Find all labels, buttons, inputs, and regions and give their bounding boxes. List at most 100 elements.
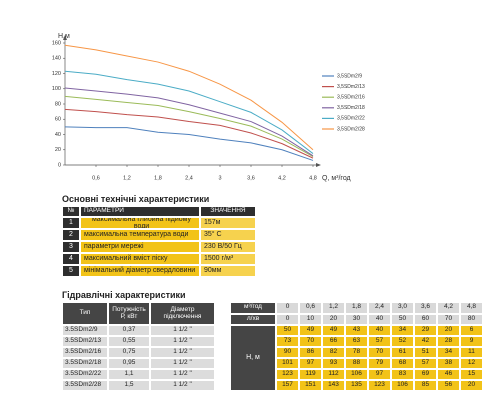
hydraulic-cell: 3.5SDm2/9 <box>62 325 108 336</box>
flow-value: 4,2 <box>437 302 460 314</box>
series-line <box>64 70 314 154</box>
hydraulic-cell: 1 1/2 " <box>150 325 215 336</box>
head-value: 123 <box>368 380 391 391</box>
head-value: 63 <box>345 336 368 347</box>
flow-value: 60 <box>414 313 437 325</box>
head-value: 88 <box>345 358 368 369</box>
head-value: 85 <box>414 380 437 391</box>
head-value: 73 <box>276 336 299 347</box>
head-value: 29 <box>414 325 437 336</box>
series-line <box>64 95 314 158</box>
hydraulic-header: Діаметр підключення <box>150 302 215 325</box>
head-value: 101 <box>276 358 299 369</box>
hydraulic-cell: 1 1/2 " <box>150 369 215 380</box>
head-value: 20 <box>437 325 460 336</box>
head-value: 42 <box>414 336 437 347</box>
x-tick-label: 4,8 <box>309 175 317 181</box>
head-value: 38 <box>437 358 460 369</box>
head-value: 70 <box>299 336 322 347</box>
legend-label: 3,5SDm2/28 <box>337 126 365 132</box>
head-value: 15 <box>460 369 483 380</box>
head-value: 28 <box>437 336 460 347</box>
head-value: 57 <box>368 336 391 347</box>
specs-header: ПАРАМЕТРИ <box>80 206 200 217</box>
flow-value: 0,6 <box>299 302 322 314</box>
y-tick-label: 100 <box>52 86 61 92</box>
hydraulic-cell: 1,5 <box>108 380 150 391</box>
flow-value: 50 <box>391 313 414 325</box>
flow-value: 30 <box>345 313 368 325</box>
head-value: 43 <box>345 325 368 336</box>
head-value: 52 <box>391 336 414 347</box>
specs-cell: 90мм <box>200 265 256 277</box>
head-value: 157 <box>276 380 299 391</box>
head-value: 49 <box>322 325 345 336</box>
flow-value: 70 <box>437 313 460 325</box>
head-value: 79 <box>368 358 391 369</box>
series-line <box>64 44 314 151</box>
specs-cell: 5 <box>62 265 80 277</box>
x-tick-label: 1,2 <box>123 175 131 181</box>
hydraulic-cell: 0,37 <box>108 325 150 336</box>
head-value: 69 <box>414 369 437 380</box>
legend-label: 3,5SDm2/9 <box>337 73 362 79</box>
legend-label: 3,5SDm2/18 <box>337 105 365 111</box>
head-value: 40 <box>368 325 391 336</box>
head-value: 46 <box>437 369 460 380</box>
head-value: 50 <box>276 325 299 336</box>
head-value: 6 <box>460 325 483 336</box>
head-value: 112 <box>322 369 345 380</box>
y-tick-label: 20 <box>55 147 61 153</box>
flow-value: 40 <box>368 313 391 325</box>
y-tick-label: 60 <box>55 117 61 123</box>
specs-cell: максимальна глибина підйому води <box>80 217 200 229</box>
head-value: 51 <box>414 347 437 358</box>
specs-cell: 157м <box>200 217 256 229</box>
specs-cell: параметри мережі <box>80 241 200 253</box>
hydraulic-cell: 0,75 <box>108 347 150 358</box>
head-value: 90 <box>276 347 299 358</box>
hydraulic-cell: 1 1/2 " <box>150 347 215 358</box>
head-value: 68 <box>391 358 414 369</box>
series-line <box>64 87 314 157</box>
hydraulic-cell: 1 1/2 " <box>150 380 215 391</box>
flow-value: 10 <box>299 313 322 325</box>
head-value: 106 <box>391 380 414 391</box>
head-value: 97 <box>299 358 322 369</box>
specs-cell: мінімальний діаметр свердловини <box>80 265 200 277</box>
y-axis-arrow <box>63 35 67 40</box>
y-tick-label: 80 <box>55 101 61 107</box>
specs-cell: максимальна температура води <box>80 229 200 241</box>
head-value: 151 <box>299 380 322 391</box>
specs-cell: 230 В/50 Гц <box>200 241 256 253</box>
hydraulic-cell: 3.5SDm2/28 <box>62 380 108 391</box>
head-value: 57 <box>414 358 437 369</box>
specs-header: № <box>62 206 80 217</box>
head-value: 86 <box>299 347 322 358</box>
head-value: 20 <box>460 380 483 391</box>
head-value: 61 <box>391 347 414 358</box>
legend-label: 3,5SDm2/22 <box>337 116 365 122</box>
flow-value: 0 <box>276 313 299 325</box>
hydraulic-cell: 1,1 <box>108 369 150 380</box>
hydraulic-cell: 0,55 <box>108 336 150 347</box>
flow-value: 1,2 <box>322 302 345 314</box>
series-line <box>64 108 314 159</box>
head-value: 34 <box>391 325 414 336</box>
flow-value: 80 <box>460 313 483 325</box>
x-tick-label: 2,4 <box>185 175 193 181</box>
specs-cell: максимальний вміст піску <box>80 253 200 265</box>
hydraulic-header: Тип <box>62 302 108 325</box>
x-axis-arrow <box>316 163 321 167</box>
flow-value: 3,0 <box>391 302 414 314</box>
head-value: 106 <box>345 369 368 380</box>
head-value: 12 <box>460 358 483 369</box>
hydraulic-cell: 3.5SDm2/16 <box>62 347 108 358</box>
hydraulic-cell: 3.5SDm2/13 <box>62 336 108 347</box>
y-tick-label: 40 <box>55 132 61 138</box>
head-value: 119 <box>299 369 322 380</box>
head-value: 56 <box>437 380 460 391</box>
hydraulic-cell: 3.5SDm2/18 <box>62 358 108 369</box>
head-value: 83 <box>391 369 414 380</box>
